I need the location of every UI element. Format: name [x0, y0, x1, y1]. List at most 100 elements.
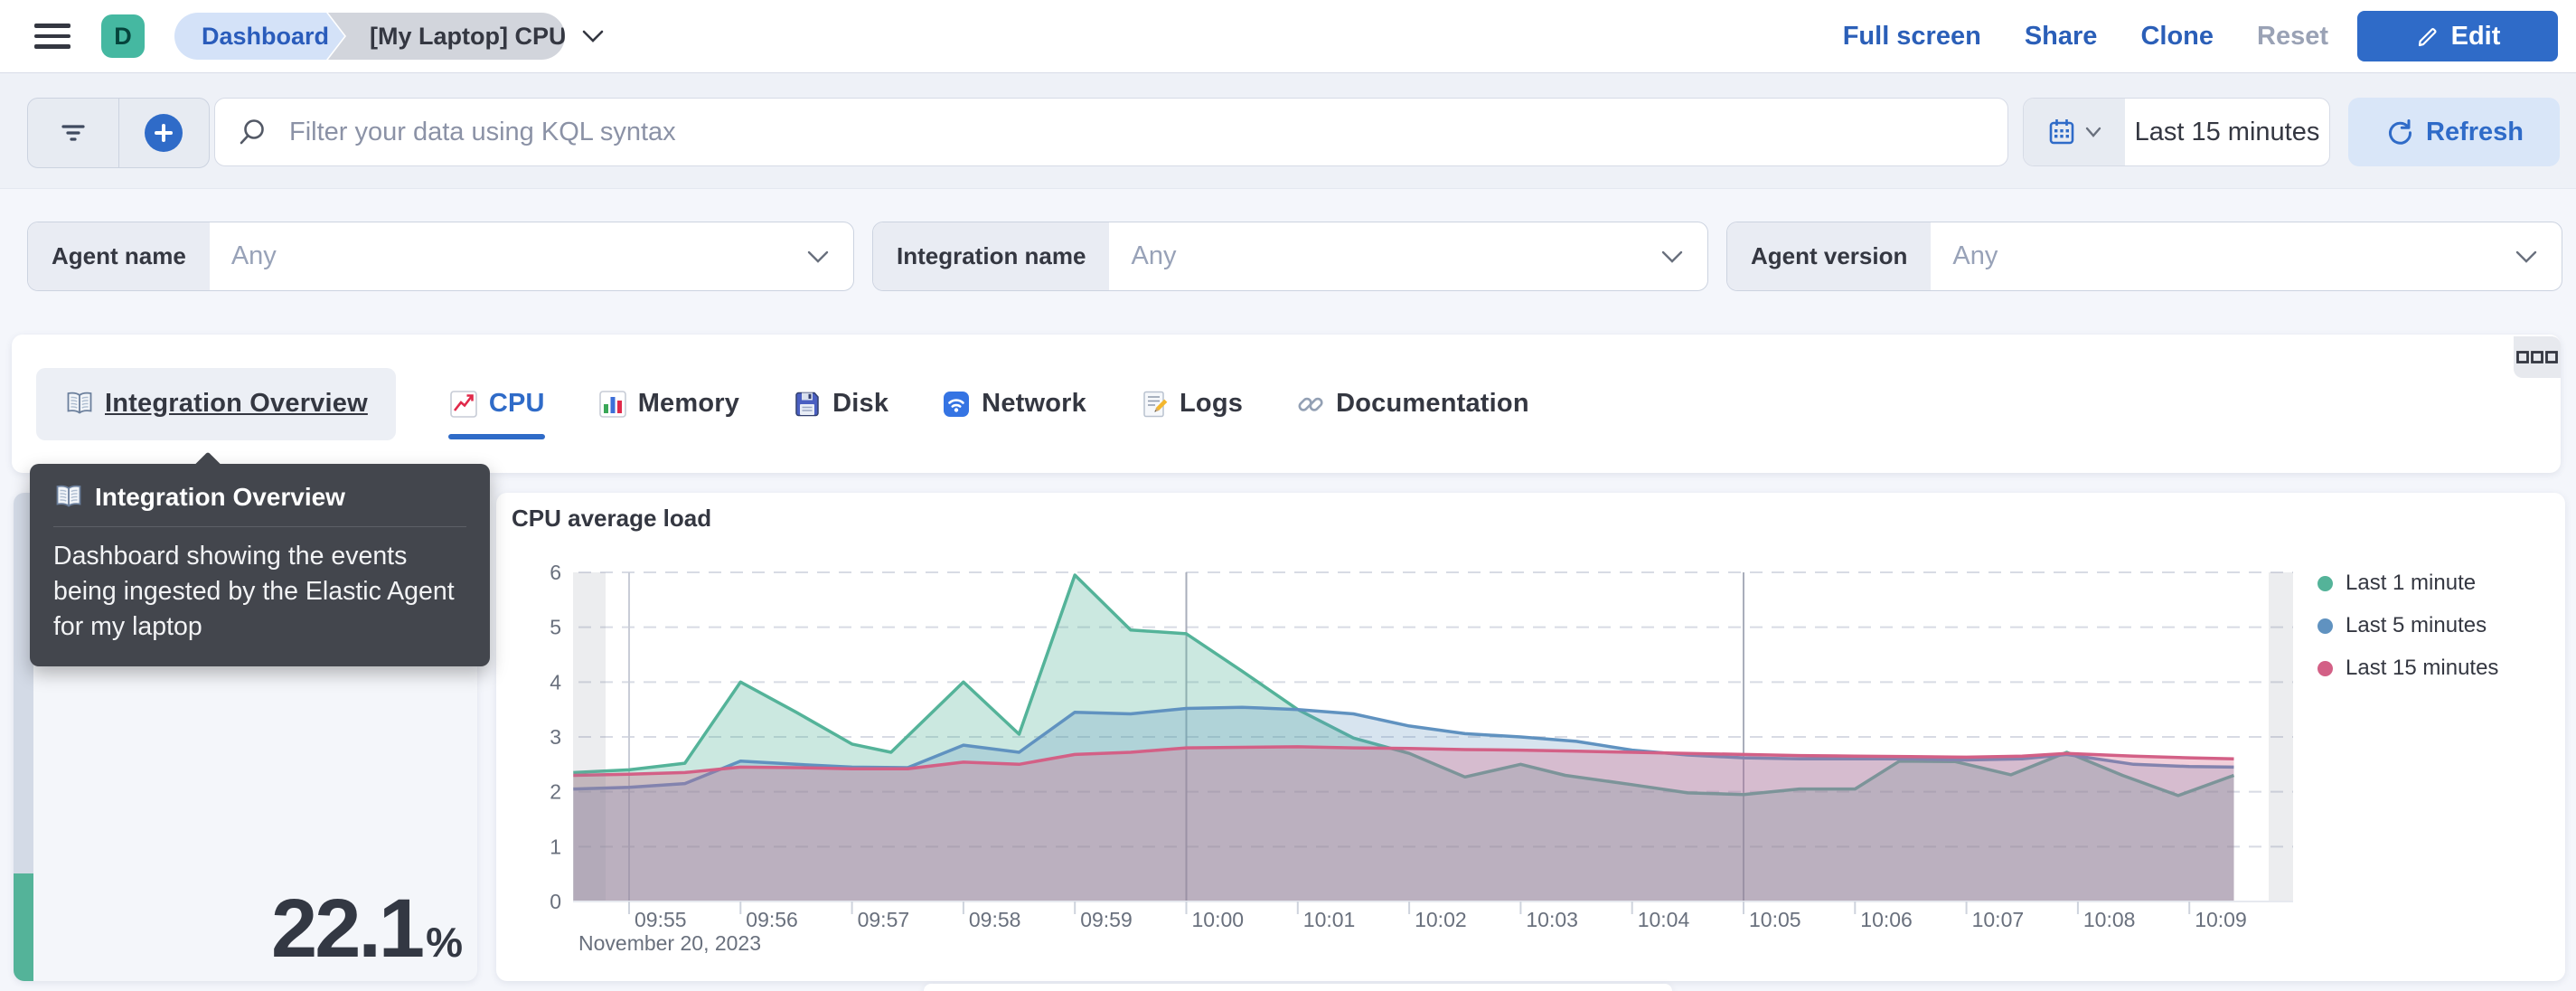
legend-item-last-15-minutes[interactable]: Last 15 minutes: [2317, 656, 2498, 681]
book-icon: [53, 482, 84, 513]
chevron-down-icon[interactable]: [579, 26, 606, 46]
filter-button[interactable]: [28, 99, 118, 167]
tooltip-title: Integration Overview: [95, 483, 345, 511]
metric-unit: %: [426, 919, 463, 966]
links-panel: Integration Overview CPU Memory Disk Network…: [12, 335, 2561, 473]
breadcrumb-dashboard[interactable]: Dashboard: [174, 13, 344, 60]
plus-icon: [145, 114, 183, 152]
space-avatar[interactable]: D: [101, 14, 145, 58]
top-header: D Dashboard [My Laptop] CPU Full screen S…: [0, 0, 2576, 73]
svg-text:09:55: 09:55: [635, 908, 687, 931]
legend-dot: [2317, 618, 2333, 634]
header-action-clone[interactable]: Clone: [2140, 21, 2214, 51]
breadcrumb: Dashboard [My Laptop] CPU: [174, 13, 606, 60]
edit-button-label: Edit: [2450, 21, 2501, 51]
filter-button-group: [27, 98, 210, 168]
control-label: Agent name: [28, 222, 210, 290]
svg-text:1: 1: [550, 835, 561, 858]
svg-text:10:06: 10:06: [1860, 908, 1913, 931]
svg-text:2: 2: [550, 780, 561, 804]
time-range-picker[interactable]: Last 15 minutes: [2023, 98, 2330, 166]
svg-text:10:08: 10:08: [2083, 908, 2136, 931]
control-label: Integration name: [873, 222, 1110, 290]
header-action-reset: Reset: [2257, 21, 2328, 51]
chart-line-icon: [448, 389, 479, 420]
svg-text:10:00: 10:00: [1192, 908, 1245, 931]
legend-item-last-1-minute[interactable]: Last 1 minute: [2317, 571, 2498, 596]
floppy-icon: [792, 389, 823, 420]
control-label: Agent version: [1727, 222, 1932, 290]
dashboard-controls: Agent name Any Integration name Any Agent ve…: [0, 222, 2576, 291]
chart-legend: Last 1 minute Last 5 minutes Last 15 minut…: [2317, 571, 2498, 681]
svg-text:10:02: 10:02: [1415, 908, 1467, 931]
svg-text:09:58: 09:58: [969, 908, 1021, 931]
header-action-full-screen[interactable]: Full screen: [1842, 21, 1981, 51]
refresh-label: Refresh: [2426, 117, 2524, 146]
legend-dot: [2317, 575, 2333, 591]
legend-dot: [2317, 660, 2333, 676]
menu-icon[interactable]: [34, 24, 71, 49]
svg-text:10:03: 10:03: [1526, 908, 1578, 931]
tab-documentation[interactable]: Documentation: [1295, 389, 1529, 420]
cpu-load-panel[interactable]: CPU average load 09:55 09:56 09:57 09:58 09:…: [496, 493, 2565, 981]
chevron-down-icon: [2084, 126, 2102, 138]
tab-logs[interactable]: Logs: [1139, 389, 1243, 420]
filter-icon: [58, 119, 89, 146]
svg-text:09:59: 09:59: [1080, 908, 1133, 931]
tooltip-body: Dashboard showing the events being inges…: [53, 542, 455, 641]
tab-disk[interactable]: Disk: [792, 389, 888, 420]
book-icon: [64, 389, 95, 420]
time-range-value[interactable]: Last 15 minutes: [2134, 117, 2320, 146]
svg-text:10:07: 10:07: [1972, 908, 2025, 931]
svg-text:09:57: 09:57: [858, 908, 910, 931]
panel-options-button[interactable]: [2514, 336, 2561, 378]
bar-chart-icon: [597, 389, 628, 420]
cpu-load-chart[interactable]: 09:55 09:56 09:57 09:58 09:59 10:00 10:01 10:02…: [496, 493, 2565, 981]
calendar-segment[interactable]: [2024, 99, 2125, 165]
refresh-button[interactable]: Refresh: [2348, 98, 2560, 166]
svg-text:10:05: 10:05: [1749, 908, 1801, 931]
tooltip-divider: [53, 526, 466, 527]
chevron-down-icon: [1660, 222, 1707, 290]
svg-text:5: 5: [550, 616, 561, 639]
svg-text:4: 4: [550, 670, 561, 694]
pencil-icon: [2415, 24, 2440, 49]
legend-item-last-5-minutes[interactable]: Last 5 minutes: [2317, 613, 2498, 638]
tab-label: Network: [982, 389, 1086, 418]
search-icon: [237, 117, 268, 147]
kql-search-input[interactable]: [287, 116, 1986, 148]
tab-memory[interactable]: Memory: [597, 389, 739, 420]
breadcrumb-label: [My Laptop] CPU: [370, 22, 565, 50]
breadcrumb-current[interactable]: [My Laptop] CPU: [328, 13, 565, 60]
svg-text:10:04: 10:04: [1638, 908, 1690, 931]
metric-value: 22.1 %: [271, 887, 463, 970]
control-value[interactable]: Any: [230, 241, 277, 270]
add-filter-button[interactable]: [118, 99, 210, 167]
tab-cpu[interactable]: CPU: [447, 389, 545, 439]
memo-icon: [1139, 389, 1170, 420]
link-tooltip: Integration Overview Dashboard showing t…: [30, 451, 490, 666]
control-agent-name[interactable]: Agent name Any: [27, 222, 854, 291]
tab-network[interactable]: Network: [941, 389, 1086, 420]
header-action-share[interactable]: Share: [2024, 21, 2098, 51]
control-integration-name[interactable]: Integration name Any: [872, 222, 1708, 291]
tab-label: Logs: [1180, 389, 1244, 418]
breadcrumb-label: Dashboard: [202, 22, 330, 50]
tab-label: Disk: [832, 389, 889, 418]
tab-label: Memory: [637, 389, 740, 418]
control-agent-version[interactable]: Agent version Any: [1726, 222, 2562, 291]
svg-text:6: 6: [550, 561, 561, 584]
edit-button[interactable]: Edit: [2357, 11, 2558, 61]
svg-text:3: 3: [550, 725, 561, 749]
svg-text:0: 0: [550, 890, 561, 913]
query-bar: Last 15 minutes Refresh: [0, 73, 2576, 189]
panel-grid-icon: [2516, 351, 2558, 363]
control-value[interactable]: Any: [1131, 241, 1177, 270]
legend-label: Last 15 minutes: [2346, 656, 2499, 680]
control-value[interactable]: Any: [1952, 241, 1998, 270]
tab-integration-overview[interactable]: Integration Overview: [36, 367, 396, 440]
calendar-icon: [2046, 117, 2077, 147]
kql-search-bar: [214, 98, 2008, 166]
chart-title: CPU average load: [512, 505, 712, 532]
